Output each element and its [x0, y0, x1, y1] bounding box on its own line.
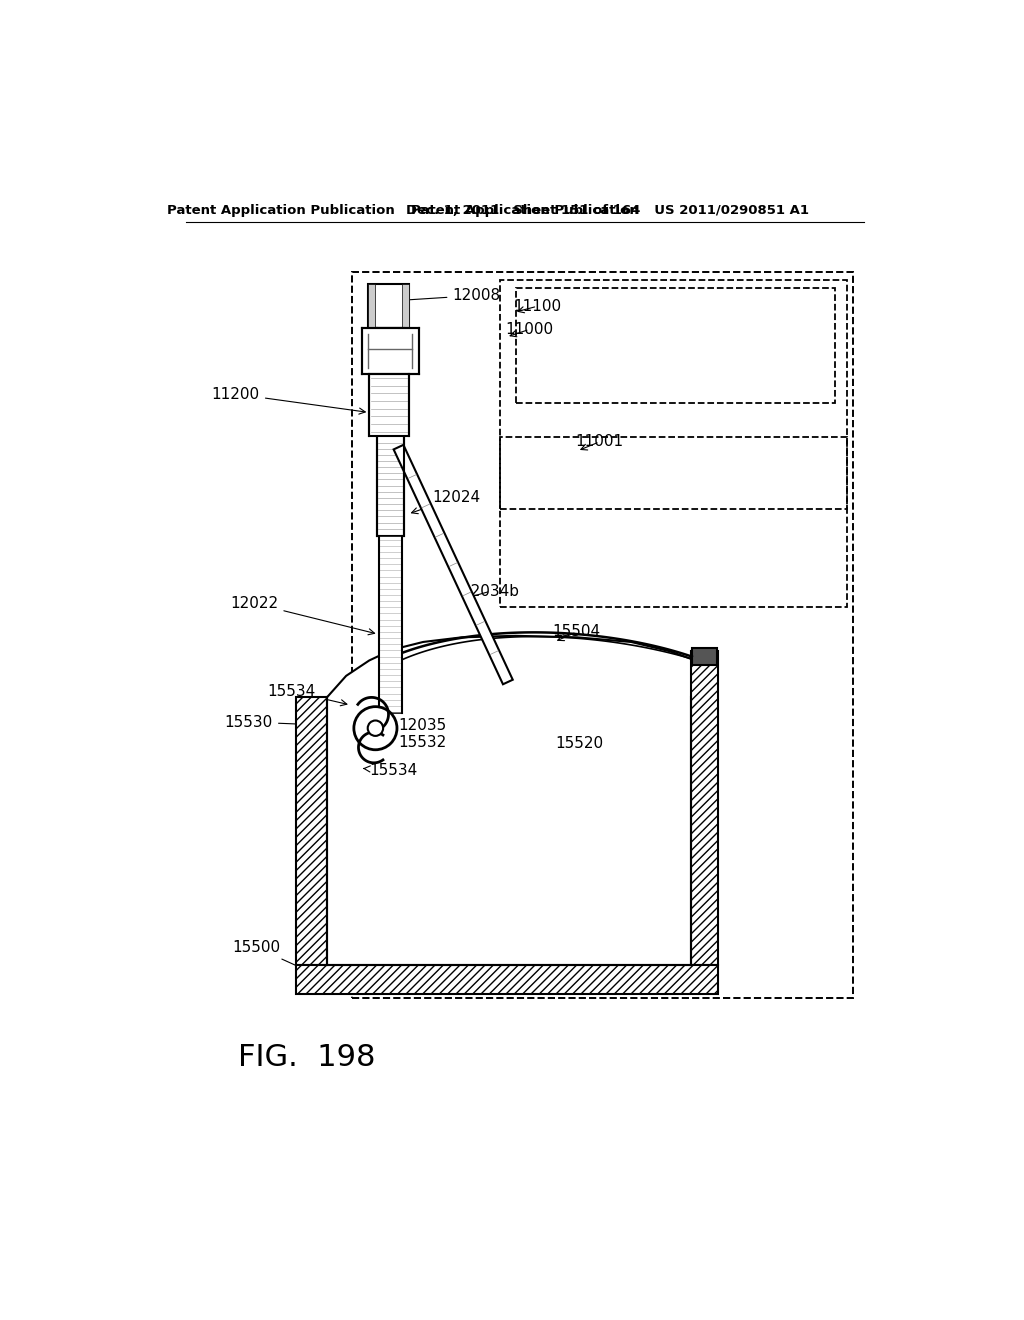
- Text: 11001: 11001: [575, 434, 624, 450]
- Bar: [500, 437, 847, 607]
- Text: Dec. 1, 2011   Sheet 151 of 164   US 2011/0290851 A1: Dec. 1, 2011 Sheet 151 of 164 US 2011/02…: [407, 205, 809, 218]
- Text: 12035: 12035: [385, 718, 446, 733]
- Text: Patent Application Publication: Patent Application Publication: [167, 205, 394, 218]
- Bar: [515, 288, 836, 404]
- Text: Patent Application Publication: Patent Application Publication: [411, 205, 639, 218]
- Polygon shape: [393, 445, 513, 684]
- Text: 11200: 11200: [212, 387, 366, 414]
- Bar: [377, 327, 403, 536]
- Text: 15534: 15534: [267, 684, 347, 706]
- Text: 12008: 12008: [396, 288, 501, 304]
- Bar: [692, 648, 717, 665]
- Bar: [370, 374, 410, 436]
- Bar: [369, 284, 376, 327]
- Text: 12024: 12024: [412, 490, 480, 513]
- Bar: [691, 651, 718, 965]
- Polygon shape: [327, 636, 691, 965]
- Bar: [361, 327, 419, 374]
- Bar: [500, 280, 847, 508]
- Circle shape: [354, 706, 397, 750]
- Text: 15504: 15504: [553, 624, 601, 640]
- Text: 12034b: 12034b: [462, 583, 519, 599]
- Text: 15520: 15520: [556, 737, 604, 751]
- Text: 15532: 15532: [381, 734, 446, 750]
- Text: 15534: 15534: [364, 763, 418, 777]
- Bar: [296, 965, 718, 994]
- Text: FIG.  198: FIG. 198: [239, 1043, 376, 1072]
- Bar: [352, 272, 853, 998]
- Bar: [369, 284, 410, 327]
- Text: 15502: 15502: [473, 973, 542, 991]
- Circle shape: [368, 721, 383, 737]
- Bar: [402, 284, 410, 327]
- Text: 12022: 12022: [230, 595, 375, 635]
- Text: 11000: 11000: [506, 322, 554, 337]
- Text: 15530: 15530: [224, 714, 321, 730]
- Text: 15500: 15500: [232, 940, 321, 977]
- Text: 11100: 11100: [513, 298, 561, 314]
- Bar: [327, 697, 691, 965]
- Bar: [296, 697, 327, 965]
- Bar: [379, 536, 402, 713]
